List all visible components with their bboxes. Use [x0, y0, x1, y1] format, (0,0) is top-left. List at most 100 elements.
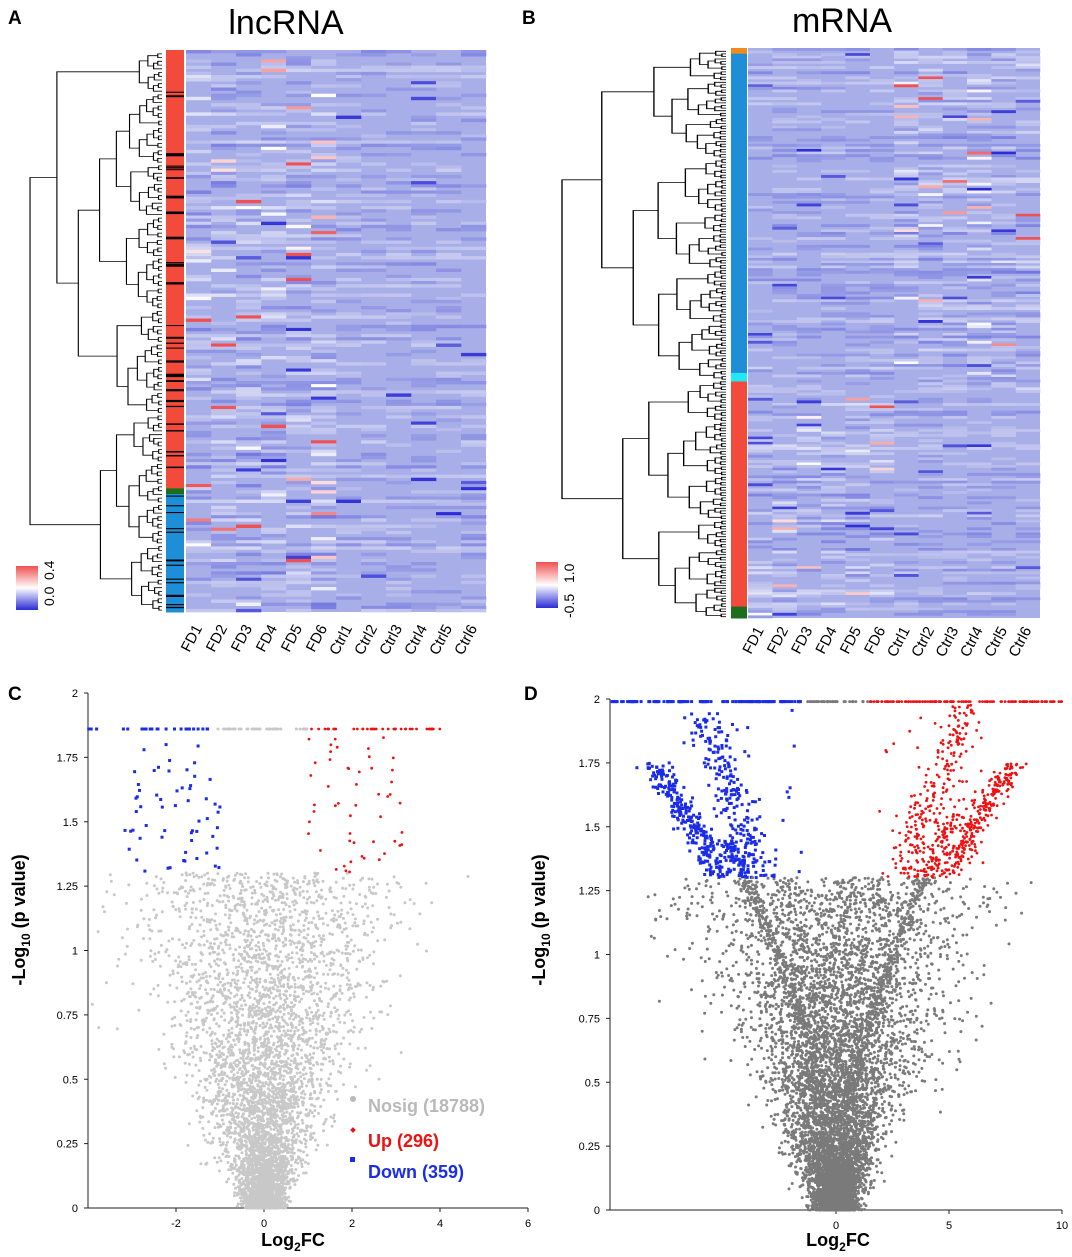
heatmap-cell	[894, 273, 919, 277]
heatmap-cell	[361, 537, 387, 541]
panel-c-nosig-point	[171, 937, 174, 941]
panel-c-nosig-point	[214, 1080, 218, 1083]
panel-c-nosig-point	[278, 1067, 281, 1071]
heatmap-cell	[286, 256, 312, 260]
heatmap-cell	[796, 436, 822, 440]
heatmap-cell	[894, 175, 919, 178]
heatmap-cell	[261, 112, 287, 116]
heatmap-cell	[796, 400, 822, 404]
heatmap-cell	[796, 366, 822, 370]
panel-c-nosig-point	[247, 1114, 251, 1118]
heatmap-cell	[386, 399, 412, 404]
heatmap-cell	[942, 322, 968, 326]
heatmap-cell	[918, 553, 943, 557]
panel-c-nosig-point	[203, 1019, 207, 1023]
heatmap-cell	[942, 164, 968, 168]
heatmap-cell	[942, 594, 968, 598]
heatmap-cell	[361, 434, 387, 438]
panel-c-nosig-point	[229, 984, 233, 988]
heatmap-cell	[1015, 550, 1041, 554]
heatmap-cell	[991, 369, 1016, 373]
heatmap-cell	[942, 270, 968, 274]
heatmap-cell	[991, 265, 1016, 269]
heatmap-cell	[967, 136, 992, 139]
heatmap-cell	[748, 511, 773, 515]
heatmap-cell	[991, 312, 1016, 316]
heatmap-cell	[894, 408, 919, 411]
panel-c-nosig-point	[231, 1045, 234, 1049]
heatmap-cell	[311, 502, 337, 507]
heatmap-cell	[967, 485, 992, 489]
panel-c-nosig-point	[259, 1054, 263, 1058]
heatmap-cell	[821, 314, 846, 318]
heatmap-cell	[386, 50, 412, 54]
panel-c-nosig-point	[316, 992, 319, 996]
heatmap-cell	[236, 562, 262, 566]
panel-c-nosig-point	[329, 1072, 333, 1076]
heatmap-cell	[772, 517, 797, 520]
heatmap-cell	[311, 309, 337, 313]
heatmap-cell	[436, 309, 462, 313]
heatmap-cell	[211, 565, 237, 569]
heatmap-cell	[991, 496, 1016, 500]
heatmap-cell	[894, 447, 919, 450]
panel-c-nosig-point	[253, 918, 257, 922]
heatmap-cell	[186, 237, 212, 241]
heatmap-cell	[211, 474, 237, 478]
heatmap-cell	[845, 312, 870, 316]
panel-c-nosig-point	[227, 1050, 231, 1054]
panel-c-nosig-point	[260, 906, 264, 910]
heatmap-cell	[942, 268, 968, 272]
heatmap-cell	[236, 121, 262, 126]
heatmap-cell	[918, 154, 943, 158]
heatmap-cell	[236, 484, 262, 488]
heatmap-cell	[211, 362, 237, 366]
heatmap-cell	[796, 159, 822, 163]
panel-c-nosig-point	[257, 945, 261, 949]
panel-c-nosig-point	[207, 962, 211, 966]
heatmap-cell	[386, 608, 412, 613]
heatmap-cell	[386, 334, 412, 338]
heatmap-cell	[261, 540, 287, 544]
heatmap-cell	[336, 487, 362, 491]
panel-c-nosig-point	[275, 1122, 279, 1126]
panel-c-nosig-point	[185, 873, 189, 877]
heatmap-cell	[748, 605, 773, 608]
panel-c-nosig-point	[208, 1132, 212, 1136]
heatmap-cell	[894, 571, 919, 575]
heatmap-cell	[261, 162, 287, 166]
heatmap-cell	[336, 327, 362, 332]
panel-a-col-label: Ctrl3	[376, 622, 406, 658]
heatmap-cell	[286, 312, 312, 316]
heatmap-cell	[821, 532, 846, 536]
heatmap-cell	[991, 53, 1016, 57]
cluster-stripe	[166, 262, 184, 264]
heatmap-cell	[967, 444, 992, 448]
heatmap-cell	[991, 413, 1016, 417]
heatmap-cell	[186, 521, 212, 525]
panel-c-nosig-point	[194, 968, 198, 972]
panel-c-nosig-point	[314, 1040, 318, 1044]
heatmap-cell	[942, 444, 968, 448]
panel-c-nosig-point	[326, 923, 330, 927]
panel-c-nosig-point	[235, 1204, 239, 1208]
heatmap-cell	[821, 154, 846, 158]
panel-c-nosig-point	[347, 978, 351, 982]
heatmap-cell	[236, 112, 262, 116]
heatmap-cell	[967, 97, 992, 101]
panel-c-nosig-point	[238, 1007, 242, 1011]
heatmap-cell	[845, 369, 870, 373]
panel-c-nosig-point	[154, 958, 157, 961]
panel-c-nosig-point	[271, 1095, 274, 1099]
heatmap-cell	[236, 256, 262, 260]
heatmap-cell	[821, 364, 846, 367]
heatmap-cell	[261, 193, 287, 197]
panel-c-nosig-point	[195, 1036, 199, 1040]
heatmap-cell	[821, 301, 846, 305]
heatmap-cell	[236, 512, 262, 516]
heatmap-cell	[436, 496, 462, 500]
heatmap-cell	[967, 511, 992, 515]
heatmap-cell	[845, 527, 870, 531]
heatmap-cell	[386, 277, 412, 282]
heatmap-cell	[869, 408, 895, 411]
